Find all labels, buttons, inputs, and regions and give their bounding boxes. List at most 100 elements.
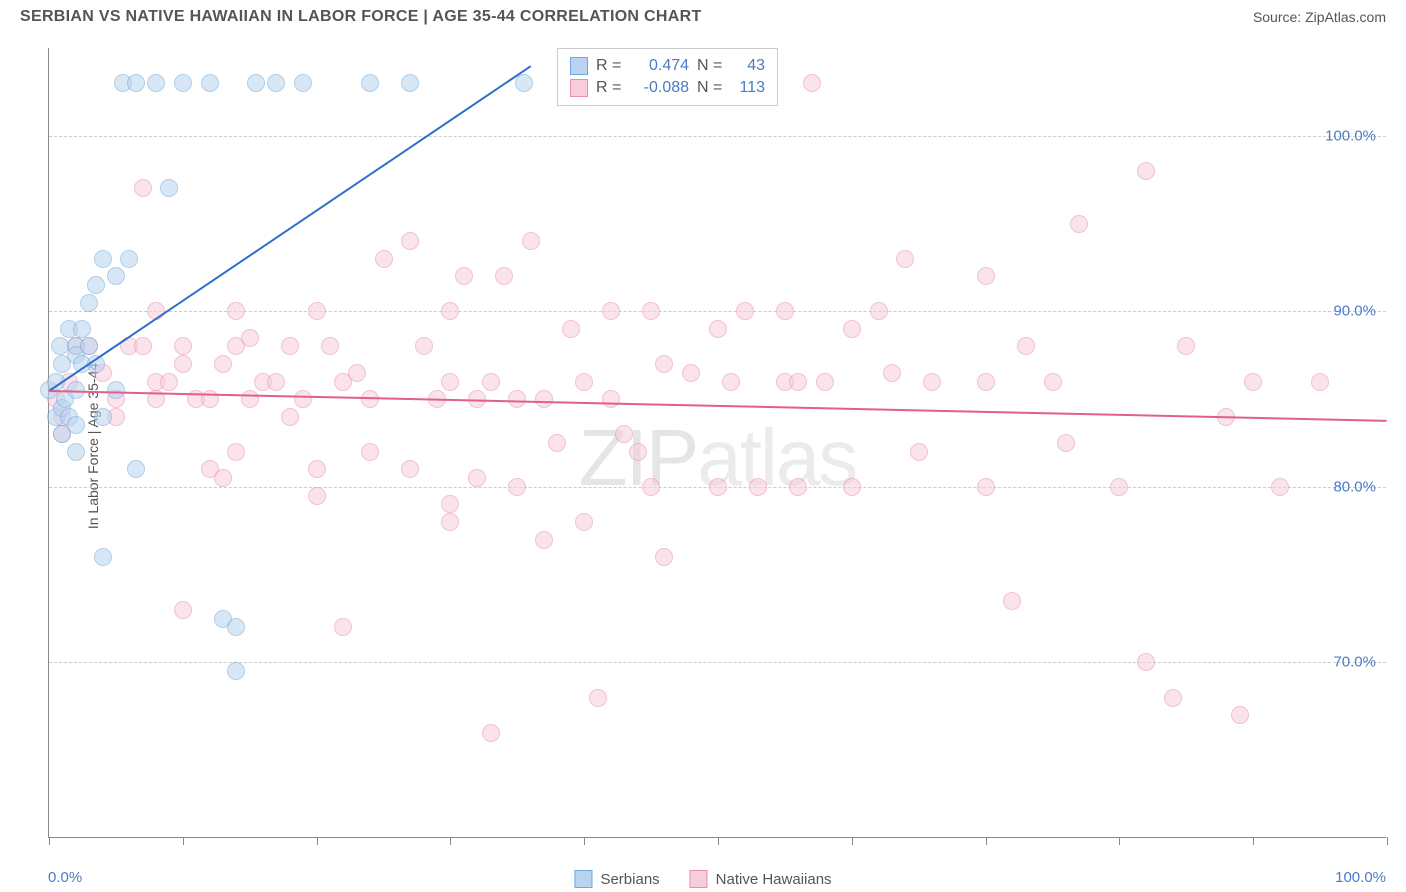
data-point (134, 179, 152, 197)
data-point (870, 302, 888, 320)
data-point (308, 487, 326, 505)
stats-swatch (570, 79, 588, 97)
data-point (1311, 373, 1329, 391)
data-point (562, 320, 580, 338)
data-point (214, 469, 232, 487)
data-point (334, 618, 352, 636)
legend-swatch (574, 870, 592, 888)
data-point (227, 302, 245, 320)
data-point (575, 513, 593, 531)
data-point (174, 355, 192, 373)
data-point (174, 74, 192, 92)
stats-r-value: -0.088 (634, 79, 689, 97)
data-point (321, 337, 339, 355)
data-point (642, 302, 660, 320)
data-point (789, 478, 807, 496)
x-tick (317, 837, 318, 845)
data-point (843, 478, 861, 496)
data-point (401, 232, 419, 250)
data-point (910, 443, 928, 461)
data-point (107, 267, 125, 285)
data-point (134, 337, 152, 355)
data-point (375, 250, 393, 268)
data-point (776, 302, 794, 320)
data-point (241, 329, 259, 347)
data-point (73, 320, 91, 338)
data-point (127, 74, 145, 92)
data-point (896, 250, 914, 268)
data-point (107, 381, 125, 399)
data-point (508, 478, 526, 496)
data-point (174, 337, 192, 355)
data-point (1164, 689, 1182, 707)
data-point (1070, 215, 1088, 233)
stats-row: R =-0.088N =113 (570, 77, 765, 99)
data-point (589, 689, 607, 707)
data-point (615, 425, 633, 443)
x-tick (584, 837, 585, 845)
chart-title: SERBIAN VS NATIVE HAWAIIAN IN LABOR FORC… (20, 8, 702, 26)
data-point (267, 74, 285, 92)
data-point (482, 373, 500, 391)
data-point (482, 724, 500, 742)
data-point (1057, 434, 1075, 452)
x-tick (450, 837, 451, 845)
data-point (294, 390, 312, 408)
data-point (401, 460, 419, 478)
stats-r-label: R = (596, 79, 626, 97)
data-point (94, 408, 112, 426)
x-tick (718, 837, 719, 845)
data-point (629, 443, 647, 461)
data-point (535, 390, 553, 408)
data-point (94, 548, 112, 566)
data-point (127, 460, 145, 478)
data-point (1244, 373, 1262, 391)
data-point (441, 513, 459, 531)
stats-row: R =0.474N =43 (570, 55, 765, 77)
x-tick (852, 837, 853, 845)
data-point (923, 373, 941, 391)
gridline (49, 662, 1386, 663)
data-point (80, 294, 98, 312)
data-point (214, 355, 232, 373)
data-point (883, 364, 901, 382)
data-point (455, 267, 473, 285)
data-point (160, 179, 178, 197)
data-point (415, 337, 433, 355)
stats-n-label: N = (697, 57, 727, 75)
data-point (308, 302, 326, 320)
data-point (548, 434, 566, 452)
data-point (843, 320, 861, 338)
data-point (308, 460, 326, 478)
data-point (441, 373, 459, 391)
legend-label: Serbians (600, 871, 659, 888)
data-point (201, 74, 219, 92)
data-point (281, 337, 299, 355)
data-point (281, 408, 299, 426)
data-point (655, 355, 673, 373)
data-point (227, 443, 245, 461)
data-point (247, 74, 265, 92)
x-tick (183, 837, 184, 845)
data-point (816, 373, 834, 391)
correlation-stats-box: R =0.474N =43R =-0.088N =113 (557, 48, 778, 106)
data-point (722, 373, 740, 391)
data-point (602, 302, 620, 320)
data-point (1137, 653, 1155, 671)
data-point (515, 74, 533, 92)
gridline (49, 311, 1386, 312)
chart-legend: SerbiansNative Hawaiians (574, 870, 831, 888)
data-point (147, 74, 165, 92)
data-point (642, 478, 660, 496)
data-point (749, 478, 767, 496)
y-tick-label: 70.0% (1333, 654, 1376, 671)
data-point (1044, 373, 1062, 391)
data-point (227, 618, 245, 636)
data-point (361, 443, 379, 461)
data-point (294, 74, 312, 92)
data-point (655, 548, 673, 566)
data-point (602, 390, 620, 408)
data-point (803, 74, 821, 92)
gridline (49, 136, 1386, 137)
stats-n-label: N = (697, 79, 727, 97)
